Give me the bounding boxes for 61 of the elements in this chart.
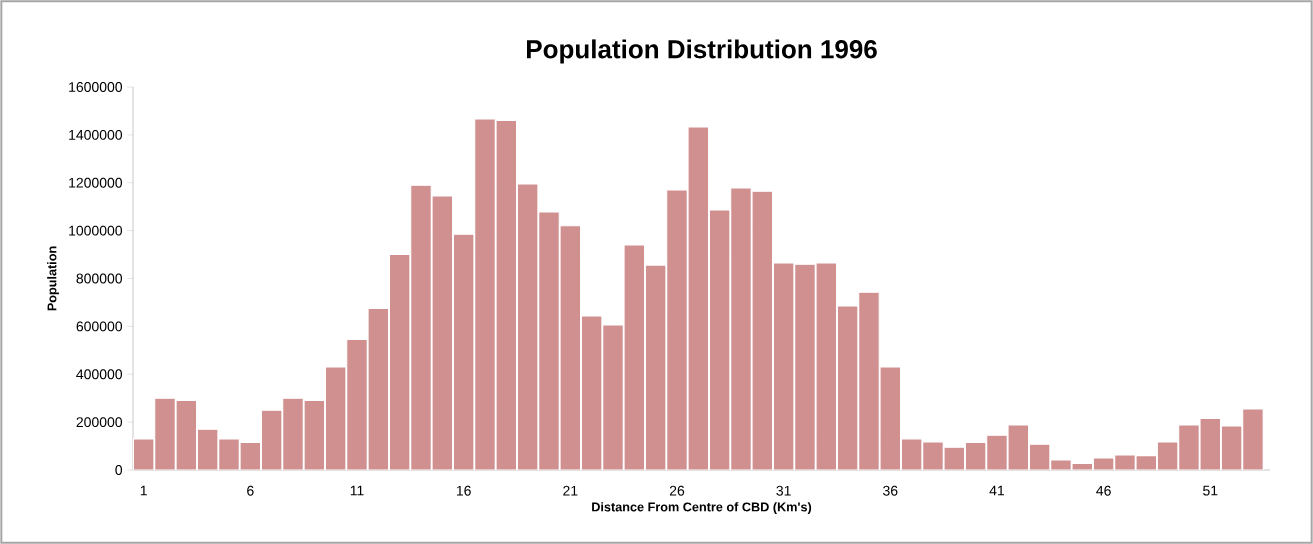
bar [815, 262, 838, 470]
bar [516, 183, 539, 470]
bar [559, 225, 582, 470]
bar [794, 263, 816, 470]
bar [879, 366, 902, 470]
bar [730, 187, 752, 470]
bar [474, 118, 496, 470]
bar [986, 434, 1008, 470]
y-tick-label: 1600000 [69, 82, 123, 92]
x-tick-label: 46 [1096, 485, 1111, 496]
y-axis-title: Population [47, 246, 59, 311]
bar [346, 339, 368, 470]
bar [495, 119, 518, 470]
x-tick-label: 11 [350, 485, 364, 496]
bar [410, 184, 432, 470]
bar [175, 400, 198, 470]
x-tick-label: 36 [883, 485, 898, 496]
bar [666, 189, 688, 470]
y-tick-label: 800000 [76, 273, 123, 284]
x-tick-label: 1 [140, 485, 147, 496]
bar [324, 366, 347, 470]
x-tick-label: 16 [456, 485, 471, 496]
y-tick-label: 0 [115, 465, 123, 475]
y-tick-label: 400000 [76, 369, 123, 380]
bar [602, 324, 624, 470]
bar [452, 233, 475, 470]
y-tick-label: 1000000 [69, 225, 123, 236]
bar [858, 291, 880, 470]
bar [154, 397, 176, 470]
bar [367, 307, 390, 470]
bar [388, 254, 411, 470]
bar [282, 397, 304, 470]
bar [260, 409, 283, 470]
bar [1199, 417, 1222, 470]
bar [303, 400, 326, 470]
x-tick-label: 21 [563, 485, 578, 496]
bar [623, 244, 646, 470]
bar [836, 305, 859, 470]
x-tick-label: 6 [247, 485, 254, 496]
chart-title: Population Distribution 1996 [527, 39, 877, 64]
bar [772, 262, 795, 470]
bar [431, 195, 454, 470]
bar [644, 264, 667, 470]
bar [1178, 424, 1200, 470]
x-tick-label: 51 [1203, 485, 1218, 496]
x-tick-label: 26 [669, 485, 685, 496]
x-axis-title: Distance From Centre of CBD (Km's) [592, 502, 812, 514]
bar [580, 315, 603, 470]
bar [751, 190, 774, 470]
bar [218, 438, 240, 470]
bar [687, 126, 710, 470]
bar [1242, 408, 1264, 470]
bar [708, 209, 731, 470]
y-tick-label: 600000 [76, 321, 123, 332]
y-tick-label: 1400000 [69, 129, 123, 140]
bar [922, 441, 944, 470]
bar [538, 211, 560, 470]
y-tick-label: 1200000 [69, 177, 123, 188]
x-tick-label: 41 [989, 485, 1005, 496]
y-tick-label: 200000 [76, 417, 123, 428]
x-tick-label: 31 [776, 485, 791, 496]
